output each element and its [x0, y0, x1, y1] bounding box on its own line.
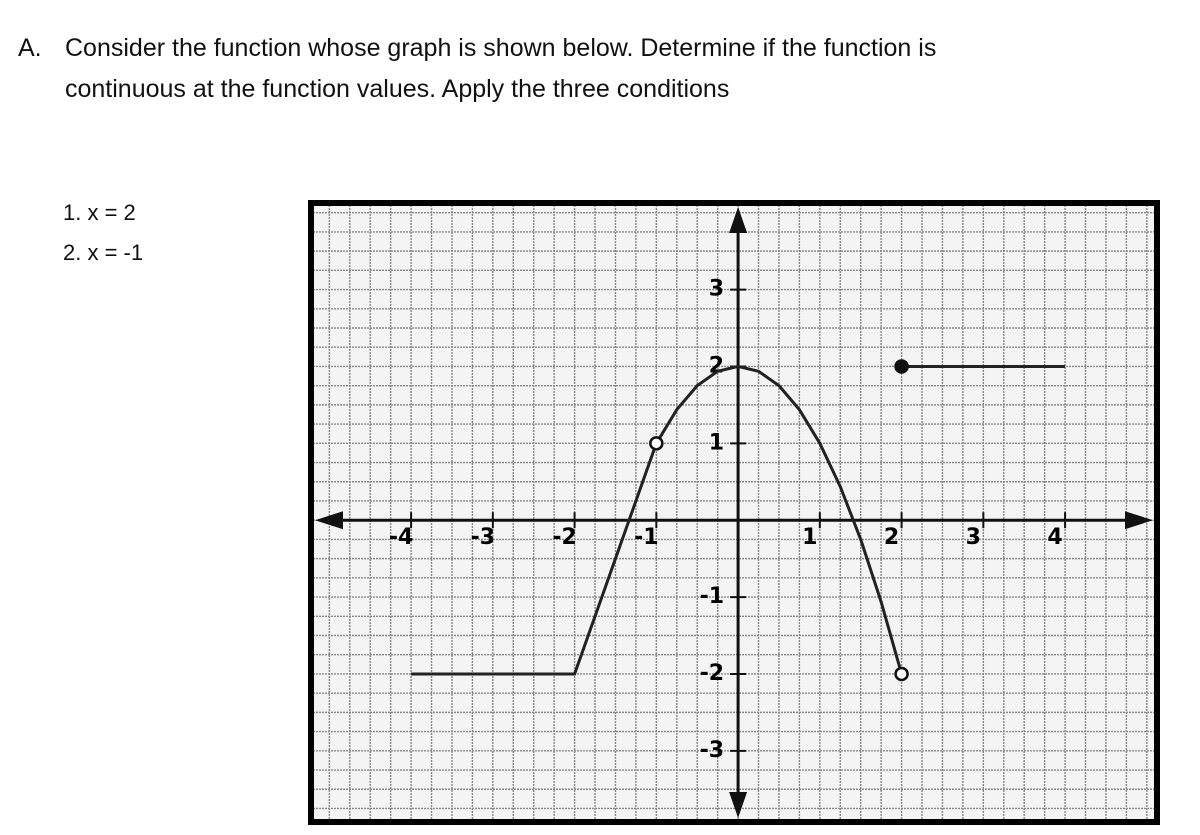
y-tick-label: 3 — [709, 277, 724, 302]
y-tick-label: -2 — [700, 661, 724, 686]
list-item: 1. x = 2 — [63, 200, 136, 225]
x-tick-label: -4 — [389, 525, 413, 550]
x-tick-label: 3 — [966, 525, 981, 550]
graph-paper — [313, 205, 1155, 820]
x-tick-label: 1 — [802, 525, 817, 550]
list-item: 2. x = -1 — [63, 240, 144, 265]
graph-border — [308, 200, 1160, 825]
x-tick-label: 2 — [884, 525, 899, 550]
x-tick-label: 4 — [1047, 525, 1062, 550]
open-point — [649, 436, 664, 451]
y-tick-label: -1 — [700, 584, 724, 609]
closed-point — [894, 359, 909, 374]
x-axis-arrow — [315, 511, 343, 530]
problem-text: Consider the function whose graph is sho… — [65, 34, 937, 62]
x-axis-arrow — [1125, 511, 1153, 530]
x-tick-label: -3 — [471, 525, 495, 550]
function-curve — [411, 442, 658, 676]
y-axis-arrow — [729, 207, 748, 233]
x-tick-label: -1 — [634, 525, 658, 550]
y-axis-arrow — [729, 792, 748, 818]
open-point — [894, 666, 909, 682]
x-tick-label: -2 — [552, 525, 576, 550]
y-tick-label: -3 — [700, 738, 724, 763]
y-tick-label: 1 — [709, 430, 724, 455]
problem-text: continuous at the function values. Apply… — [65, 75, 730, 103]
problem-label: A. — [18, 34, 42, 62]
function-curve — [655, 364, 904, 675]
y-tick-label: 2 — [709, 353, 724, 378]
